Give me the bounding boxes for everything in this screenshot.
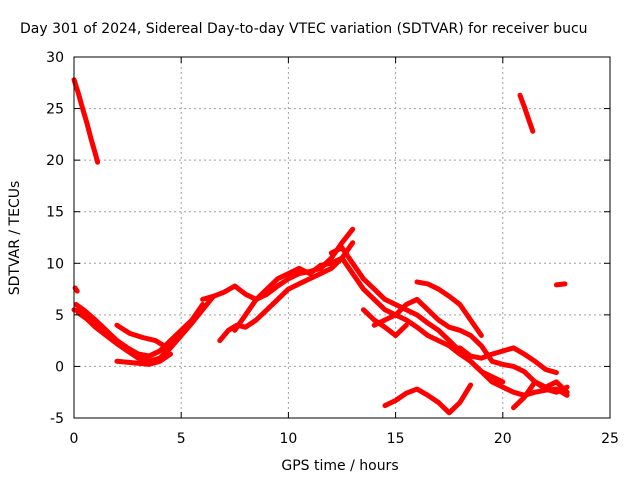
series-arc-2: [72, 285, 80, 294]
y-tick-label: 0: [55, 359, 64, 375]
series-arc-14: [371, 296, 570, 395]
series-arc-7: [114, 322, 167, 349]
x-tick-label: 10: [279, 431, 297, 447]
series-arc-10: [232, 226, 356, 333]
series-arc-12: [339, 255, 506, 385]
y-tick-label: 10: [46, 256, 64, 272]
y-tick-label: -5: [50, 411, 64, 427]
x-tick-label: 5: [177, 431, 186, 447]
series-arc-11: [328, 245, 570, 398]
axis-ticks: 0 5 10 15 20 25 -5 0 5 10 15 20 25 30: [46, 50, 619, 447]
y-tick-label: 30: [46, 50, 64, 66]
plot-frame: [73, 56, 611, 419]
x-tick-label: 0: [70, 431, 79, 447]
x-axis-label: GPS time / hours: [281, 458, 398, 474]
series-group: [71, 77, 570, 416]
y-axis-label: SDTVAR / TECUs: [7, 181, 23, 296]
series-arc-20: [553, 281, 568, 288]
y-tick-label: 15: [46, 205, 64, 221]
chart-title: Day 301 of 2024, Sidereal Day-to-day VTE…: [20, 21, 588, 37]
y-tick-label: 25: [46, 102, 64, 118]
x-tick-label: 25: [601, 431, 619, 447]
grid: [74, 57, 610, 418]
series-arc-5: [75, 310, 184, 359]
series-arc-1: [71, 77, 101, 165]
x-tick-label: 20: [494, 431, 512, 447]
series-arc-16: [382, 382, 474, 416]
series-arc-6: [114, 351, 173, 367]
y-tick-label: 20: [46, 153, 64, 169]
series-arc-18: [511, 379, 570, 411]
x-tick-label: 15: [387, 431, 405, 447]
series-arc-13: [360, 307, 409, 338]
series-arc-17: [457, 345, 559, 376]
series-arc-4: [73, 293, 216, 364]
y-tick-label: 5: [55, 308, 64, 324]
series-arc-19: [517, 92, 536, 134]
series-arc-15: [414, 279, 484, 338]
